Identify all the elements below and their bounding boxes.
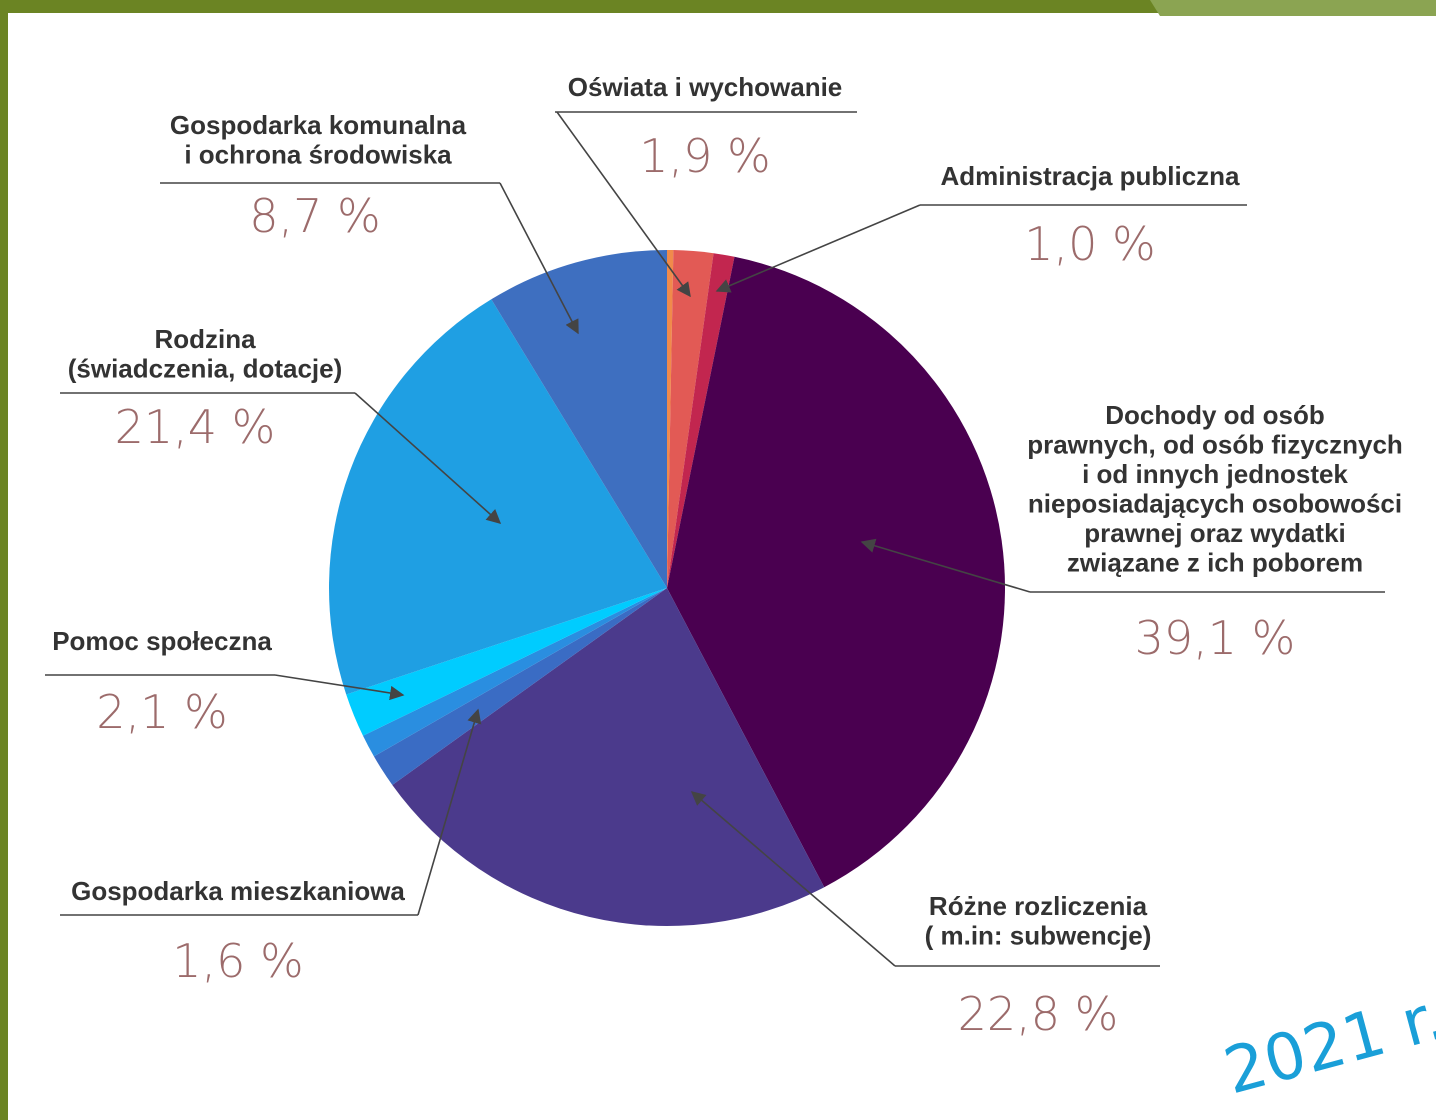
value-label: 1,0 % <box>1024 217 1156 271</box>
category-label: Dochody od osób prawnych, od osób fizyczn… <box>1027 400 1403 578</box>
value-label: 1,6 % <box>172 934 304 988</box>
corner-decoration <box>1150 0 1436 16</box>
category-label: Rodzina (świadczenia, dotacje) <box>68 324 343 384</box>
leader-arrow <box>715 204 921 293</box>
pie-slice <box>373 588 667 785</box>
value-label: 2,1 % <box>96 685 228 739</box>
leader-arrow <box>274 674 405 701</box>
leader-arrow <box>417 708 482 916</box>
pie-slice <box>346 588 667 736</box>
value-label: 22,8 % <box>958 987 1119 1041</box>
pie-slice <box>667 250 674 588</box>
category-label: Różne rozliczenia( m.in: subwencje) <box>925 891 1152 951</box>
leader-arrow <box>556 111 691 298</box>
leader-arrow <box>499 182 579 335</box>
leader-arrow <box>860 538 1031 593</box>
value-label: 21,4 % <box>115 400 276 454</box>
pie-slice <box>363 588 667 757</box>
leader-arrow <box>354 392 502 524</box>
category-label: Administracja publiczna <box>940 161 1240 191</box>
top-border <box>0 0 1436 13</box>
category-label: Gospodarka komunalna i ochrona środowiska <box>170 110 467 170</box>
left-border <box>0 0 8 1120</box>
pie-slice <box>667 250 714 588</box>
pie-slice <box>491 250 667 588</box>
value-label: 39,1 % <box>1135 611 1296 665</box>
leader-arrow <box>690 791 896 967</box>
category-label: Pomoc społeczna <box>52 626 272 656</box>
pie <box>329 250 1005 927</box>
category-label: Gospodarka mieszkaniowa <box>71 876 405 906</box>
labels: Oświata i wychowanie 1,9 % Administracja p… <box>45 72 1403 1041</box>
value-label: 8,7 % <box>249 189 381 243</box>
category-label: Oświata i wychowanie <box>568 72 843 102</box>
pie-slice <box>329 299 667 695</box>
pie-slice <box>667 256 1005 888</box>
pie-slice <box>392 588 825 927</box>
value-label: 1,9 % <box>639 129 771 183</box>
pie-slice <box>667 253 735 588</box>
